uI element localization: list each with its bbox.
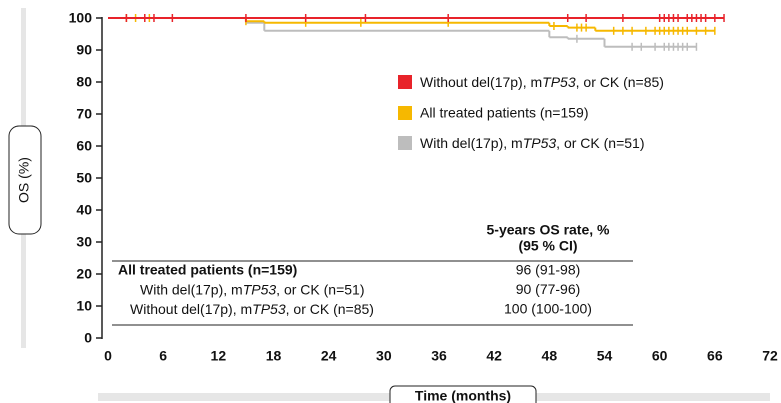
x-tick-label: 36	[431, 348, 447, 364]
y-tick-label: 0	[84, 330, 92, 346]
table-value: 96 (91-98)	[516, 262, 581, 278]
y-tick-label: 90	[76, 42, 92, 58]
legend-label: All treated patients (n=159)	[420, 105, 589, 121]
table-header: 5-years OS rate, %	[487, 222, 611, 238]
y-tick-label: 100	[69, 10, 93, 26]
y-tick-label: 70	[76, 106, 92, 122]
table-value: 100 (100-100)	[504, 301, 592, 317]
x-tick-label: 42	[486, 348, 502, 364]
y-label-box	[8, 125, 42, 235]
x-tick-label: 66	[707, 348, 723, 364]
x-tick-label: 48	[542, 348, 558, 364]
y-tick-label: 60	[76, 138, 92, 154]
x-tick-label: 6	[159, 348, 167, 364]
x-label-box	[389, 385, 537, 403]
x-tick-label: 54	[597, 348, 613, 364]
table-row-label: With del(17p), mTP53, or CK (n=51)	[140, 281, 365, 297]
x-tick-label: 0	[104, 348, 112, 364]
legend-label: Without del(17p), mTP53, or CK (n=85)	[420, 74, 664, 90]
legend-swatch	[398, 75, 412, 89]
legend-swatch	[398, 106, 412, 120]
x-tick-label: 60	[652, 348, 668, 364]
y-tick-label: 50	[76, 170, 92, 186]
x-axis-label: Time (months)	[415, 388, 511, 403]
y-tick-label: 20	[76, 266, 92, 282]
y-axis-label: OS (%)	[16, 157, 32, 203]
table-row-label: Without del(17p), mTP53, or CK (n=85)	[130, 301, 374, 317]
y-tick-label: 40	[76, 202, 92, 218]
y-tick-label: 10	[76, 298, 92, 314]
x-tick-label: 18	[266, 348, 282, 364]
y-tick-label: 30	[76, 234, 92, 250]
table-row-label: All treated patients (n=159)	[118, 262, 297, 278]
table-header: (95 % CI)	[518, 238, 577, 254]
table-value: 90 (77-96)	[516, 281, 581, 297]
legend-swatch	[398, 136, 412, 150]
legend-label: With del(17p), mTP53, or CK (n=51)	[420, 135, 645, 151]
y-tick-label: 80	[76, 74, 92, 90]
x-tick-label: 30	[376, 348, 392, 364]
x-tick-label: 72	[762, 348, 778, 364]
x-tick-label: 24	[321, 348, 337, 364]
x-tick-label: 12	[211, 348, 227, 364]
